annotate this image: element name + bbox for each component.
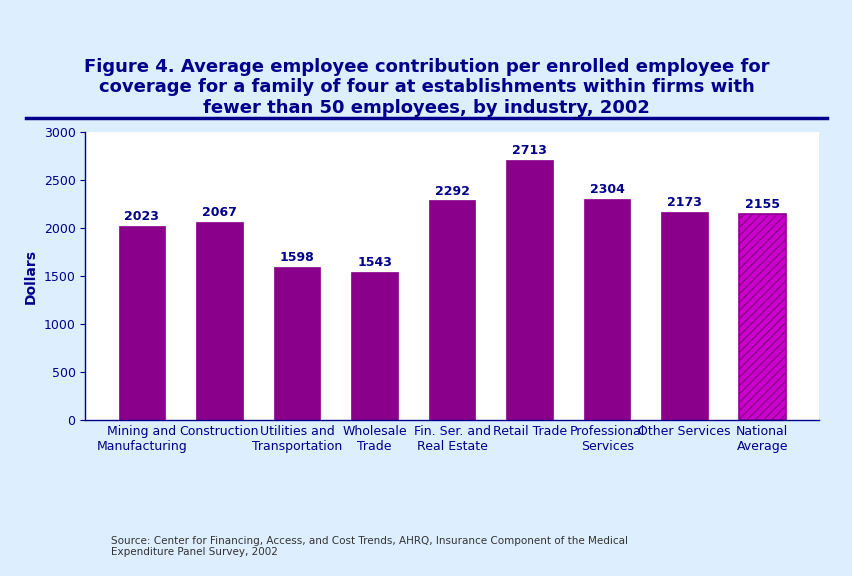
Text: Source: Center for Financing, Access, and Cost Trends, AHRQ, Insurance Component: Source: Center for Financing, Access, an… (111, 536, 627, 558)
Bar (429, 200, 475, 420)
Bar (351, 272, 397, 420)
Text: 1598: 1598 (279, 251, 314, 264)
Bar (660, 212, 707, 420)
Text: 2292: 2292 (435, 184, 469, 198)
Y-axis label: Dollars: Dollars (24, 249, 38, 304)
Bar (584, 199, 630, 420)
Text: 1543: 1543 (357, 256, 392, 270)
Text: 2023: 2023 (124, 210, 159, 223)
Bar (196, 222, 243, 420)
Bar (273, 267, 320, 420)
Bar (738, 214, 785, 420)
Text: 2713: 2713 (511, 144, 546, 157)
Text: 2155: 2155 (744, 198, 779, 211)
Bar (506, 160, 552, 420)
Text: Figure 4. Average employee contribution per enrolled employee for
coverage for a: Figure 4. Average employee contribution … (83, 58, 769, 117)
Bar (118, 226, 165, 420)
Text: 2173: 2173 (666, 196, 701, 209)
Text: 2304: 2304 (589, 183, 624, 196)
Text: 2067: 2067 (202, 206, 237, 219)
